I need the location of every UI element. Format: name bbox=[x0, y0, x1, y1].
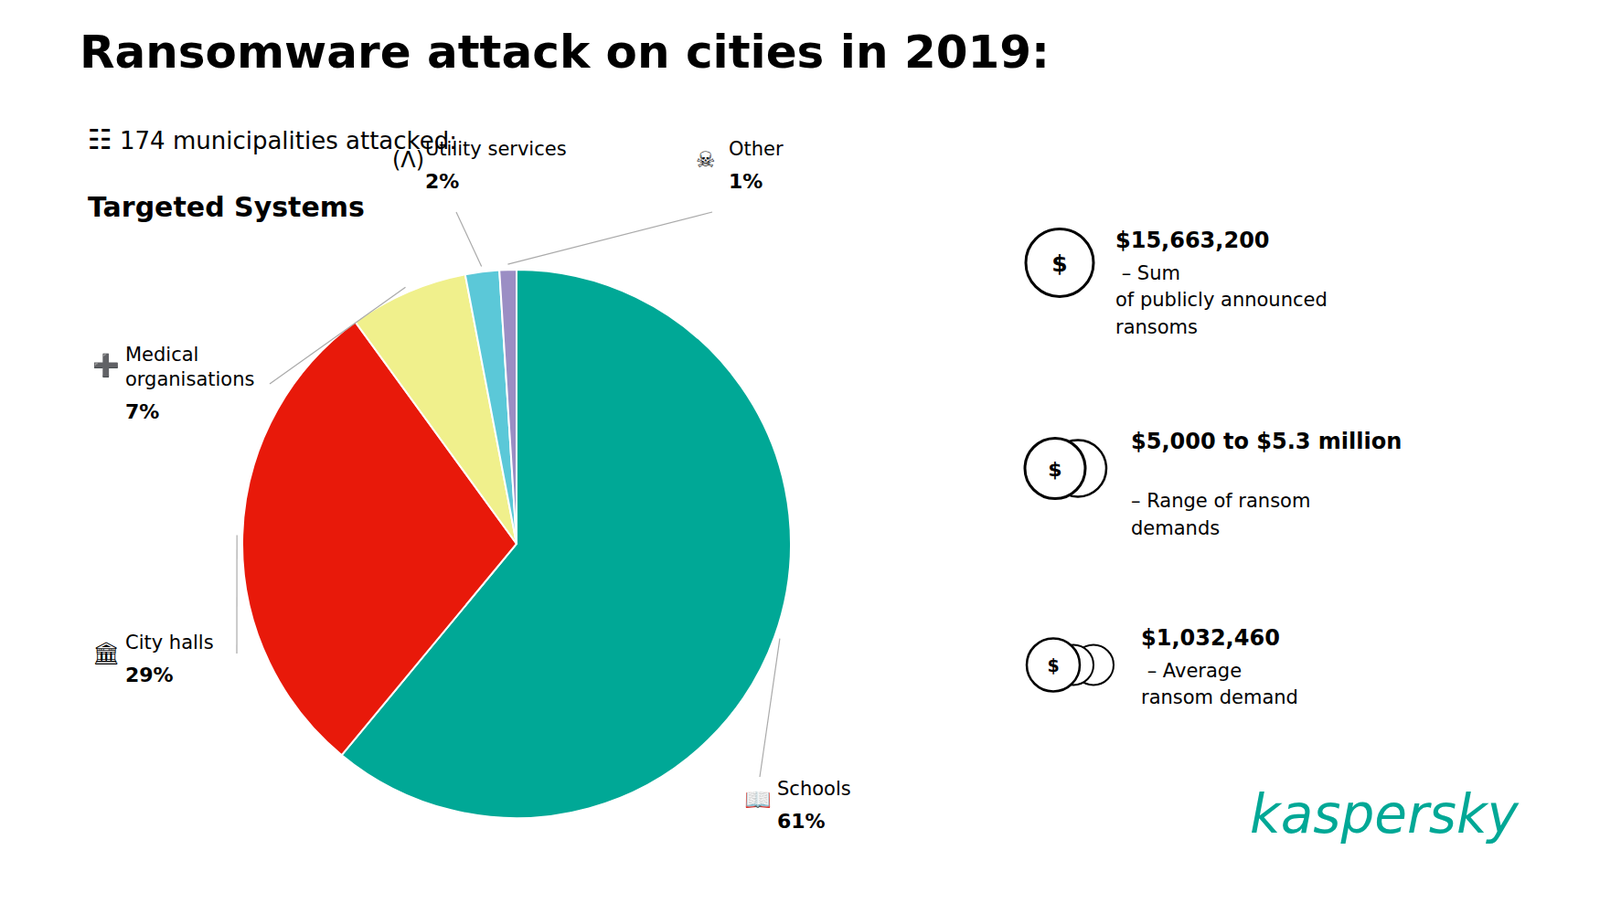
html-text:Targeted Systems: Targeted Systems bbox=[87, 191, 365, 224]
html-text:– Range of ransom demands: – Range of ransom demands bbox=[1130, 463, 1311, 540]
svg-text:29%: 29% bbox=[125, 663, 174, 687]
svg-text:Schools: Schools bbox=[777, 778, 852, 800]
svg-text:☠: ☠ bbox=[695, 147, 716, 173]
svg-text:City halls: City halls bbox=[125, 631, 214, 654]
html-text:$5,000 to $5.3 million: $5,000 to $5.3 million bbox=[1130, 428, 1402, 455]
svg-text:$: $ bbox=[1051, 250, 1067, 278]
svg-text:2%: 2% bbox=[425, 170, 459, 193]
html-text:(Λ)Utility services: (Λ)Utility services bbox=[392, 138, 567, 173]
svg-text:61%: 61% bbox=[777, 810, 826, 833]
svg-text:📖: 📖 bbox=[744, 787, 772, 813]
svg-text:🏛: 🏛 bbox=[92, 640, 120, 667]
svg-text:1%: 1% bbox=[728, 170, 763, 193]
html-text:– Average ransom demand: – Average ransom demand bbox=[1141, 660, 1299, 709]
svg-text:$: $ bbox=[1046, 655, 1059, 676]
html-text:– Sum of publicly announced ra: – Sum of publicly announced ransoms bbox=[1115, 262, 1328, 339]
html-text:kaspersky: kaspersky bbox=[1249, 783, 1519, 846]
svg-text:Medicalorganisations: Medicalorganisations bbox=[125, 343, 255, 391]
html-text:$15,663,200: $15,663,200 bbox=[1115, 227, 1270, 254]
svg-text:Other: Other bbox=[728, 138, 784, 160]
html-text:$1,032,460: $1,032,460 bbox=[1141, 625, 1280, 651]
html-text:☷ 174 municipalities attacked:: ☷ 174 municipalities attacked: bbox=[87, 123, 458, 156]
svg-text:➕: ➕ bbox=[92, 352, 120, 379]
svg-text:$: $ bbox=[1047, 458, 1062, 481]
svg-text:7%: 7% bbox=[125, 400, 160, 424]
html-text:Ransomware attack on cities in: Ransomware attack on cities in 2019: bbox=[79, 25, 1050, 79]
